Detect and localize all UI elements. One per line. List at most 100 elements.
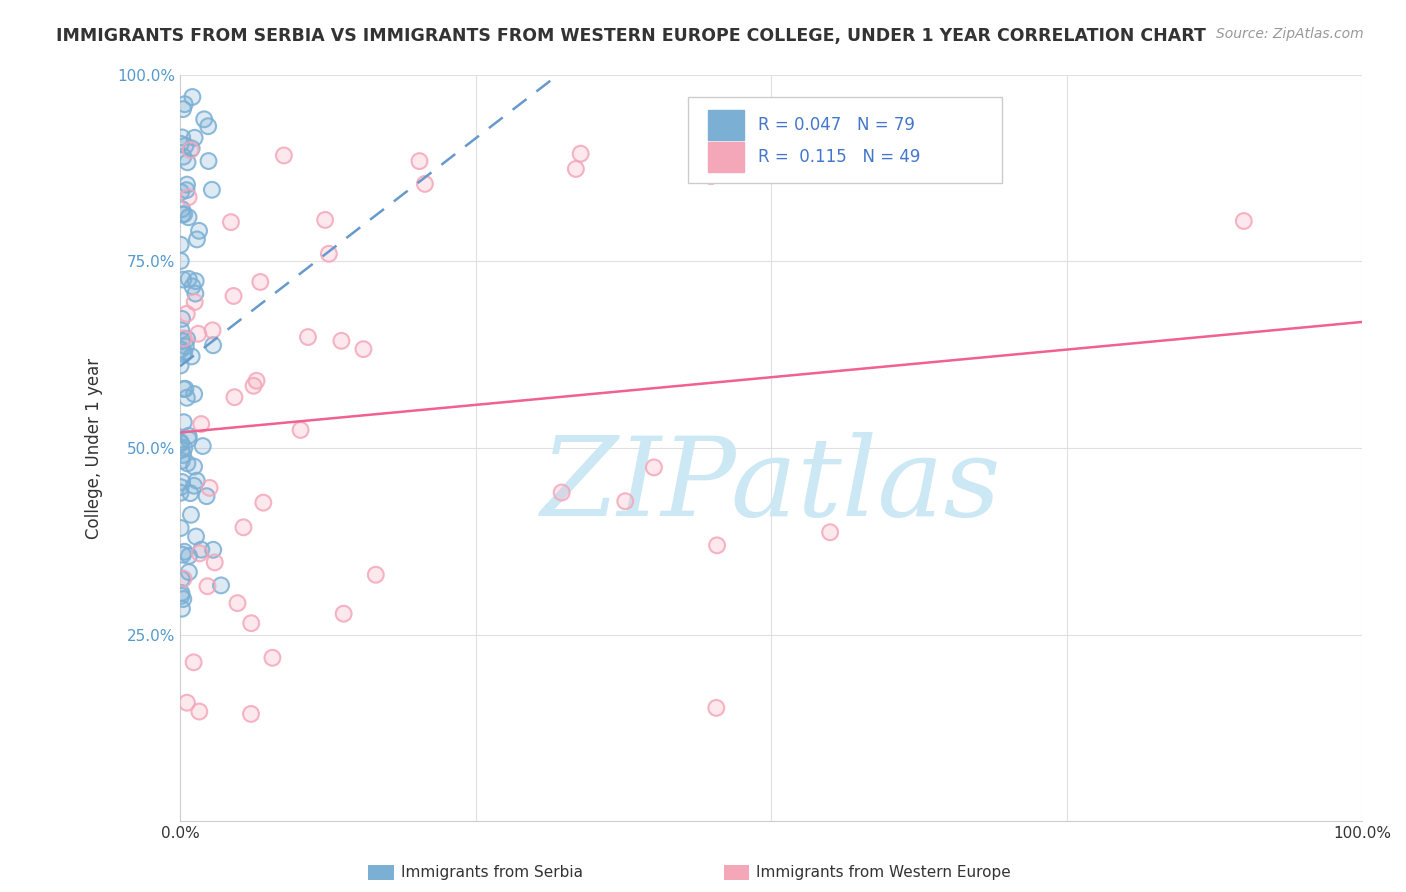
Text: Immigrants from Serbia: Immigrants from Serbia: [401, 865, 582, 880]
Point: [180, 141, 202, 155]
Point: [173, 441, 195, 455]
Point: [197, 579, 219, 593]
Point: [169, 237, 191, 252]
Point: [176, 391, 198, 405]
Point: [186, 232, 208, 246]
Point: [172, 130, 194, 145]
Point: [170, 311, 193, 326]
Point: [173, 97, 195, 112]
Point: [173, 415, 195, 429]
Point: [190, 542, 212, 557]
Point: [183, 130, 205, 145]
Point: [180, 508, 202, 522]
Point: [614, 494, 637, 508]
Text: Source: ZipAtlas.com: Source: ZipAtlas.com: [1216, 27, 1364, 41]
Point: [170, 185, 193, 199]
Point: [183, 130, 205, 145]
Point: [184, 530, 207, 544]
Point: [188, 224, 211, 238]
Point: [202, 542, 225, 557]
Point: [297, 330, 319, 344]
Point: [173, 441, 195, 455]
Point: [169, 435, 191, 450]
Point: [176, 332, 198, 346]
Point: [332, 607, 354, 621]
Point: [240, 706, 263, 721]
Point: [174, 382, 197, 396]
Point: [181, 90, 204, 104]
Point: [169, 359, 191, 373]
Point: [183, 479, 205, 493]
Point: [314, 213, 336, 227]
Point: [170, 454, 193, 468]
Point: [183, 656, 205, 670]
Point: [550, 485, 572, 500]
Point: [180, 141, 202, 155]
Point: [330, 334, 353, 348]
Point: [318, 247, 340, 261]
Point: [172, 347, 194, 361]
Point: [332, 607, 354, 621]
Point: [177, 549, 200, 563]
Point: [183, 459, 205, 474]
Text: ZIPatlas: ZIPatlas: [541, 432, 1001, 539]
Point: [170, 311, 193, 326]
Point: [201, 323, 224, 337]
Point: [197, 119, 219, 133]
Point: [188, 705, 211, 719]
Point: [170, 185, 193, 199]
Point: [174, 138, 197, 153]
Point: [174, 339, 197, 353]
Point: [177, 432, 200, 446]
Point: [197, 119, 219, 133]
Point: [169, 435, 191, 450]
Point: [174, 138, 197, 153]
Point: [240, 616, 263, 631]
Point: [643, 460, 665, 475]
Point: [173, 331, 195, 345]
Point: [700, 169, 723, 183]
Point: [226, 596, 249, 610]
Point: [181, 279, 204, 293]
Point: [173, 382, 195, 396]
Point: [173, 97, 195, 112]
Point: [177, 272, 200, 286]
Point: [184, 274, 207, 288]
Point: [173, 382, 195, 396]
Point: [176, 178, 198, 192]
Point: [169, 136, 191, 151]
Point: [180, 508, 202, 522]
Point: [184, 286, 207, 301]
Point: [353, 342, 375, 356]
Point: [170, 572, 193, 586]
Point: [232, 520, 254, 534]
Point: [179, 486, 201, 500]
Point: [706, 538, 728, 552]
Point: [209, 578, 232, 592]
Point: [188, 546, 211, 560]
Point: [170, 521, 193, 535]
Point: [170, 202, 193, 217]
Point: [565, 161, 588, 176]
Point: [170, 454, 193, 468]
Point: [186, 232, 208, 246]
Point: [364, 567, 387, 582]
Point: [249, 275, 271, 289]
Point: [176, 332, 198, 346]
Point: [172, 347, 194, 361]
Point: [170, 442, 193, 457]
Point: [176, 155, 198, 169]
Point: [188, 546, 211, 560]
Point: [186, 474, 208, 488]
Point: [173, 345, 195, 359]
Point: [201, 323, 224, 337]
Point: [222, 289, 245, 303]
Point: [197, 579, 219, 593]
Point: [242, 378, 264, 392]
Point: [172, 475, 194, 489]
Point: [249, 275, 271, 289]
Point: [176, 183, 198, 197]
Point: [183, 295, 205, 310]
Point: [204, 555, 226, 569]
Point: [180, 350, 202, 364]
